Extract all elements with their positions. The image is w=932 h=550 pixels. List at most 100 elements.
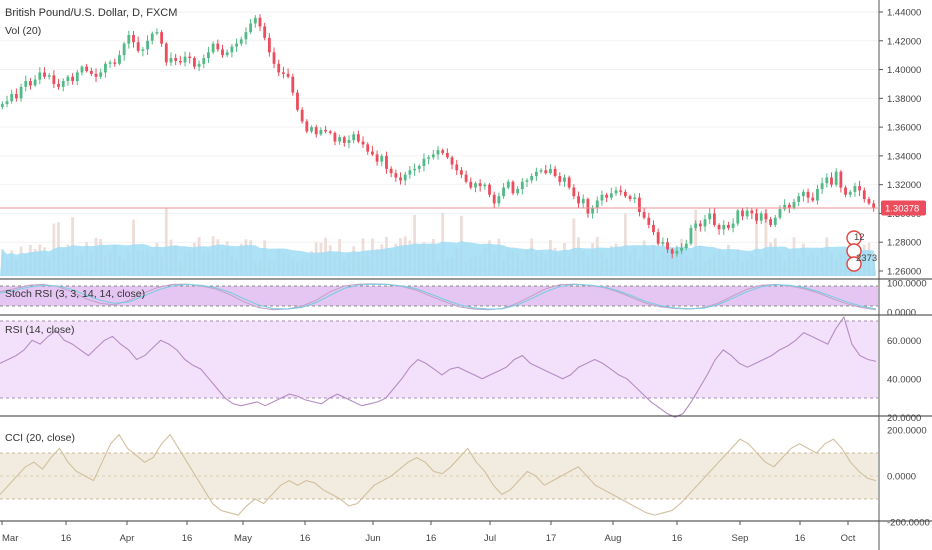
time-axis[interactable]: Mar 16 Apr 16 May 16 Jun 16 Jul 17 Aug 16 Sep 16 Oct (1, 521, 856, 544)
candle (216, 39, 220, 52)
candle (0, 101, 4, 110)
candle (520, 178, 524, 195)
stoch-k-line (0, 283, 877, 311)
volume-ma-area (0, 241, 876, 276)
candle (422, 153, 426, 172)
time-tick-label: 16 (182, 533, 193, 544)
rsi-line (0, 315, 877, 418)
candle (413, 163, 416, 176)
candle (71, 73, 75, 85)
time-tick-label: 16 (300, 533, 311, 544)
price-tick-label: 1.26000 (887, 267, 921, 278)
price-tick-label: 1.28000 (887, 238, 921, 249)
rsi-pane[interactable] (0, 315, 878, 418)
candle (122, 41, 126, 61)
candle (455, 159, 459, 175)
volume-label: Vol (20) (5, 25, 41, 37)
volume-bar (755, 208, 758, 276)
rsi-tick-label: 60.0000 (887, 336, 921, 347)
candle (197, 60, 201, 72)
events-markers[interactable]: 12 2373 (846, 230, 877, 272)
price-axis[interactable]: 1.44000 1.42000 1.40000 1.38000 1.36000 1.340… (879, 8, 921, 278)
rsi-tick-label: 20.0000 (887, 413, 921, 424)
candle (666, 238, 669, 253)
candle (291, 73, 295, 96)
cci-pane[interactable] (0, 433, 878, 516)
candle (670, 247, 674, 259)
volume-bar (572, 218, 576, 276)
candle (858, 180, 862, 196)
candle (544, 164, 548, 175)
time-tick-label: 16 (795, 533, 806, 544)
price-tick-label: 1.34000 (887, 151, 921, 162)
price-tick-label: 1.38000 (887, 94, 921, 105)
candle (150, 31, 154, 45)
candle (338, 134, 342, 145)
price-pane-bg (0, 0, 878, 278)
stoch-pane[interactable] (0, 283, 878, 311)
price-tick-label: 1.32000 (887, 180, 921, 191)
candle (235, 38, 238, 53)
candle (103, 61, 107, 78)
candle (712, 208, 716, 227)
candle (85, 63, 89, 73)
candle (839, 170, 843, 193)
earnings-icon[interactable] (846, 256, 862, 272)
candle (633, 193, 637, 204)
candle (286, 68, 290, 79)
candle (394, 169, 398, 182)
price-pane[interactable] (0, 0, 878, 278)
candle (89, 67, 93, 77)
candle (24, 75, 28, 92)
candle (759, 211, 763, 225)
stoch-axis[interactable]: 100.0000 0.0000 (887, 279, 927, 319)
candle (427, 155, 431, 165)
time-tick-label: Oct (841, 533, 856, 544)
candle (319, 127, 323, 136)
candle (230, 44, 234, 58)
candle (375, 150, 379, 166)
candle (605, 192, 609, 203)
candle (872, 200, 876, 212)
candle (296, 89, 299, 112)
time-tick-label: Jul (484, 533, 496, 544)
stoch-tick-label: 0.0000 (887, 308, 916, 319)
candle (717, 223, 721, 235)
candle (314, 124, 318, 138)
candle (258, 14, 262, 32)
candle (488, 182, 491, 198)
candle (417, 164, 421, 173)
candle (853, 182, 857, 197)
event-count-1: 12 (854, 232, 865, 243)
time-tick-label: May (234, 533, 252, 544)
candle (352, 131, 356, 144)
candle (806, 188, 810, 203)
candle (450, 155, 454, 170)
candle (539, 168, 543, 174)
cci-tick-label: -200.0000 (887, 518, 930, 529)
price-tick-label: 1.40000 (887, 65, 921, 76)
candle (94, 68, 98, 83)
rsi-axis[interactable]: 60.0000 40.0000 20.0000 (887, 336, 921, 424)
current-price-tag: 1.30378 (881, 200, 926, 216)
cci-axis[interactable]: 200.0000 0.0000 -200.0000 (887, 426, 930, 529)
time-tick-label: 17 (546, 533, 557, 544)
candle (623, 189, 627, 199)
candle (282, 66, 285, 79)
candle (436, 146, 440, 160)
time-tick-label: 16 (426, 533, 437, 544)
candle (698, 220, 702, 232)
candle (267, 33, 271, 57)
candle (460, 167, 463, 179)
time-tick-label: Mar (2, 533, 18, 544)
candle (862, 187, 866, 203)
candle (867, 196, 871, 206)
candle (178, 55, 182, 65)
candle (113, 58, 117, 67)
candle (820, 177, 824, 194)
candle (478, 179, 482, 192)
candle (431, 149, 435, 160)
candle (769, 217, 773, 228)
candle (469, 177, 473, 190)
